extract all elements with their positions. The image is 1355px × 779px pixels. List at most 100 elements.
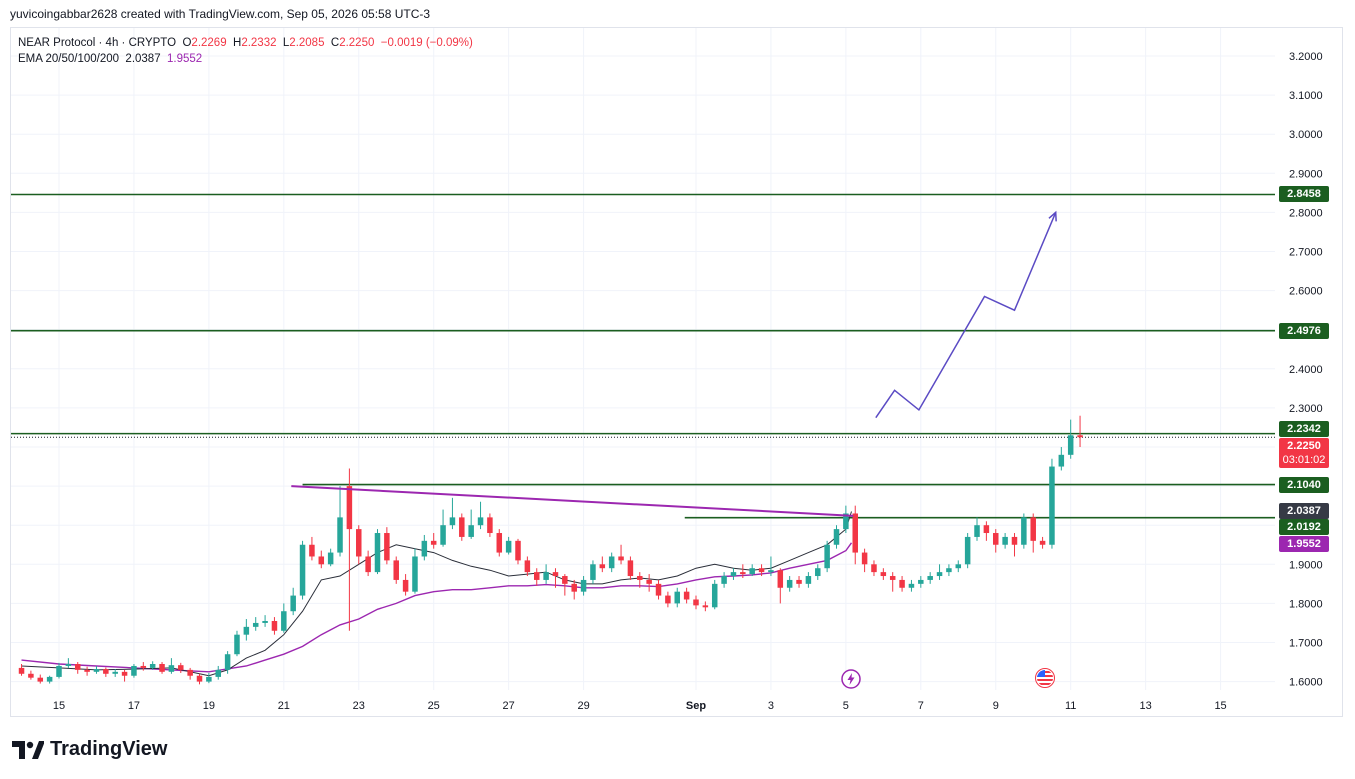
candle-body — [946, 568, 952, 573]
x-tick-label: 9 — [993, 700, 999, 712]
candle-body — [796, 579, 802, 584]
candle-body — [46, 676, 53, 682]
candle-body — [318, 556, 325, 565]
price-tag: 2.2250 03:01:02 — [1279, 437, 1329, 468]
candle-body — [1011, 536, 1018, 545]
candle-body — [515, 540, 521, 561]
candle-body — [477, 517, 484, 526]
candles — [18, 415, 1083, 685]
candle-body — [693, 599, 699, 606]
price-tag-value: 2.8458 — [1287, 188, 1321, 201]
y-tick-label: 2.6000 — [1289, 286, 1323, 298]
x-tick-label: 21 — [278, 700, 290, 712]
candle-body — [93, 669, 100, 672]
candle-body — [1049, 466, 1055, 545]
y-tick-label: 3.1000 — [1289, 90, 1323, 102]
projection-arrowhead — [1048, 210, 1057, 222]
candle-body — [1002, 536, 1008, 545]
candle-body — [824, 544, 830, 569]
candle-body — [384, 533, 390, 561]
candle-body — [833, 529, 840, 545]
open-label: O — [182, 37, 192, 49]
us-flag-event-icon[interactable] — [1035, 668, 1055, 688]
candle-body — [637, 576, 643, 580]
candle-body — [964, 536, 971, 565]
lightning-event-icon[interactable] — [841, 669, 861, 689]
candle-body — [711, 583, 718, 608]
change-value: −0.0019 (−0.09%) — [380, 37, 473, 49]
candle-body — [590, 564, 596, 580]
ema-fast-line — [21, 511, 852, 677]
x-tick-label: 19 — [203, 700, 215, 712]
symbol-label[interactable]: NEAR Protocol · 4h · CRYPTO — [18, 37, 177, 49]
candle-body — [655, 583, 662, 596]
candle-body — [936, 572, 943, 577]
y-tick-label: 1.8000 — [1289, 598, 1323, 610]
candle-body — [281, 611, 287, 631]
candle-body — [983, 525, 990, 534]
price-tag-value: 1.9552 — [1287, 537, 1321, 550]
price-tag-value: 2.1040 — [1287, 478, 1321, 491]
candle-body — [730, 572, 737, 577]
candle-body — [889, 576, 896, 580]
ema-label[interactable]: EMA 20/50/100/200 — [18, 53, 120, 65]
high-value: 2.2332 — [241, 37, 277, 49]
y-tick-label: 3.2000 — [1289, 51, 1323, 63]
candle-body — [608, 556, 615, 569]
ema-slow-value: 1.9552 — [167, 53, 203, 65]
candle-body — [955, 564, 962, 569]
y-tick-label: 2.8000 — [1289, 207, 1323, 219]
candle-body — [758, 568, 765, 573]
candle-body — [927, 576, 933, 580]
x-tick-label: Sep — [686, 700, 706, 712]
candle-body — [1021, 517, 1027, 545]
candle-body — [852, 513, 858, 553]
candle-body — [290, 595, 296, 612]
candle-body — [599, 564, 606, 569]
candle-body — [459, 517, 465, 537]
candle-body — [899, 579, 905, 588]
low-value: 2.2085 — [289, 37, 325, 49]
x-tick-label: 15 — [1214, 700, 1226, 712]
candle-body — [84, 669, 90, 672]
candle-body — [524, 560, 531, 573]
tradingview-brand[interactable]: TradingView — [12, 738, 167, 761]
candle-body — [327, 552, 334, 565]
close-label: C — [330, 37, 340, 49]
price-tag: 2.0387 — [1279, 502, 1329, 519]
candle-body — [187, 669, 193, 676]
y-tick-label: 2.7000 — [1289, 247, 1323, 259]
countdown-timer: 03:01:02 — [1282, 453, 1326, 466]
candle-body — [449, 517, 456, 526]
candle-body — [768, 570, 774, 573]
y-tick-label: 1.9000 — [1289, 559, 1323, 571]
horizontal-levels — [11, 193, 1275, 519]
candle-body — [627, 560, 634, 577]
candle-body — [468, 525, 474, 537]
candle-body — [178, 665, 184, 670]
candle-body — [28, 673, 34, 678]
price-tag-value: 2.4976 — [1287, 324, 1321, 337]
candle-body — [356, 529, 362, 557]
candle-body — [1058, 454, 1065, 467]
x-tick-label: 7 — [918, 700, 924, 712]
candle-body — [533, 572, 540, 580]
candle-body — [393, 560, 399, 580]
candle-body — [843, 513, 849, 530]
candle-body — [337, 517, 343, 553]
candle-body — [346, 486, 353, 530]
candle-body — [721, 576, 727, 584]
candle-body — [365, 556, 371, 573]
chart-grid — [11, 28, 1275, 690]
candle-body — [880, 572, 887, 577]
candle-body — [215, 669, 221, 677]
candle-body — [918, 579, 924, 584]
chart-frame — [10, 27, 1343, 717]
brand-name: TradingView — [50, 738, 168, 760]
y-tick-label: 2.4000 — [1289, 364, 1323, 376]
close-value: 2.2250 — [339, 37, 375, 49]
candle-body — [571, 583, 577, 592]
y-tick-label: 2.3000 — [1289, 403, 1323, 415]
x-tick-label: 17 — [128, 700, 140, 712]
